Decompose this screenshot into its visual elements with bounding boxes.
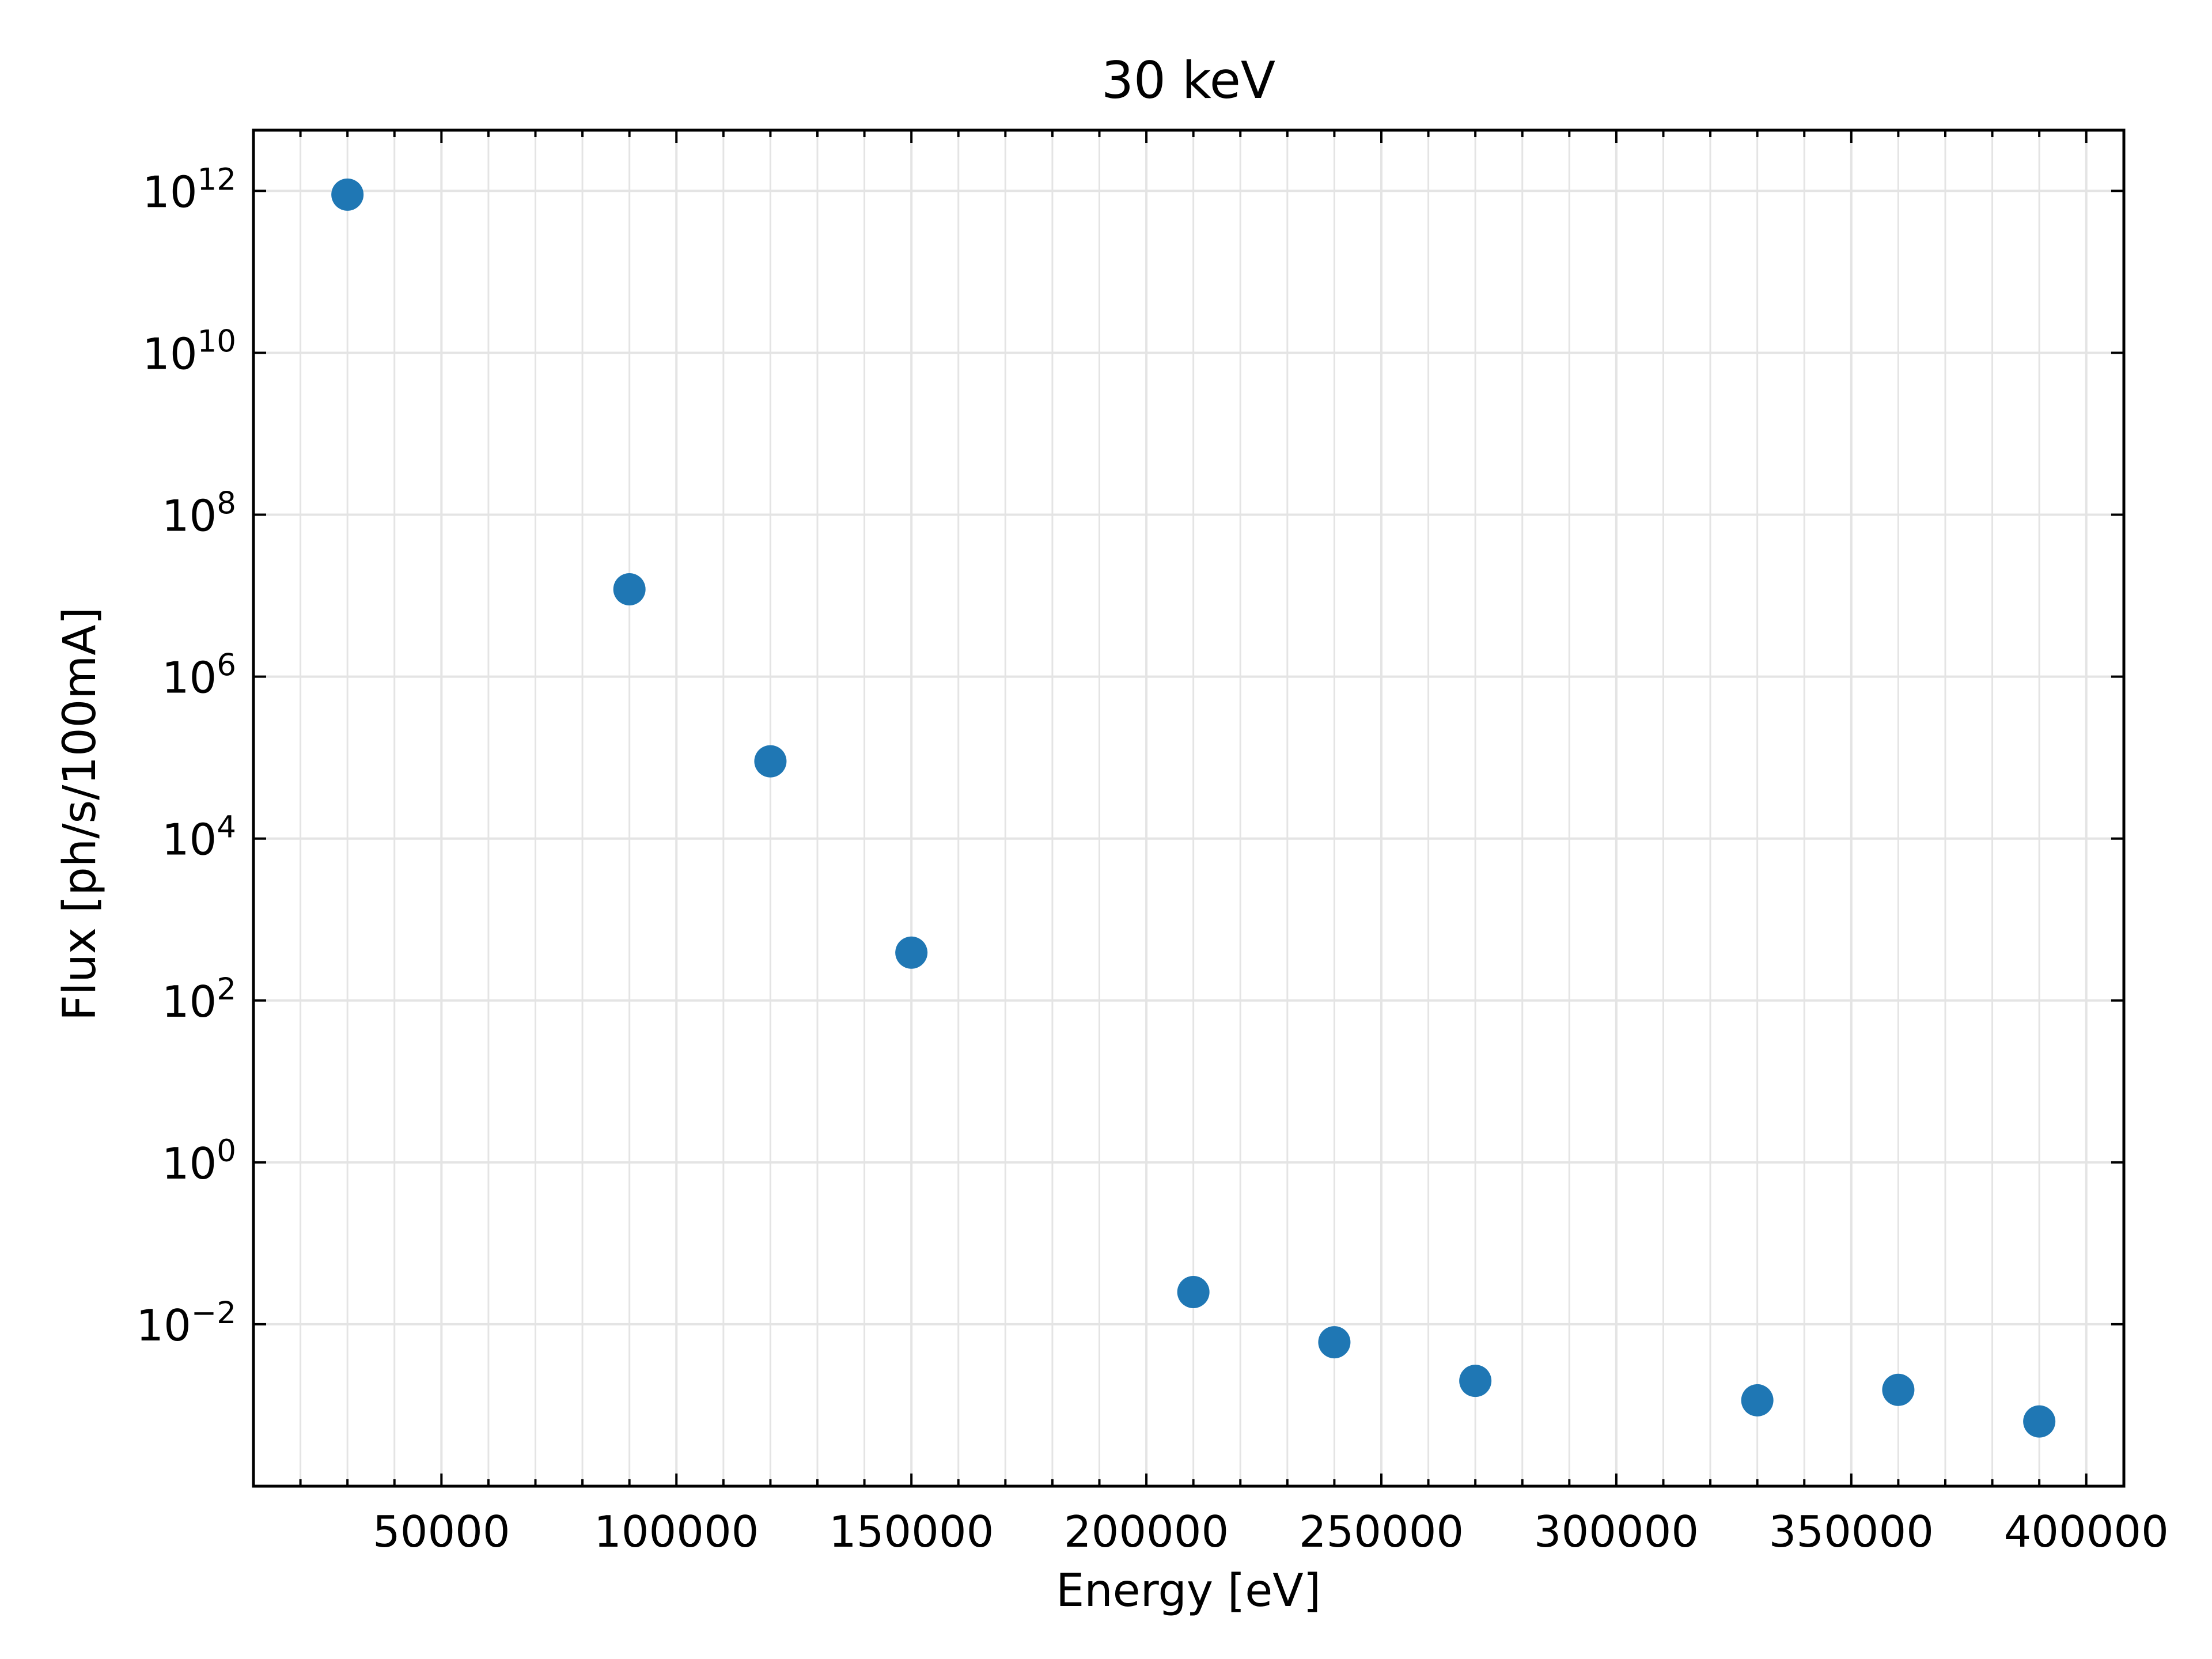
x-tick-label: 50000 xyxy=(373,1506,510,1557)
data-point xyxy=(1318,1326,1351,1359)
y-tick-label: 1012 xyxy=(142,162,236,217)
y-tick-labels: 10−2 100 102 104 106 108 1010 1012 xyxy=(136,162,236,1351)
y-tick-label: 100 xyxy=(162,1134,236,1189)
x-tick-label: 250000 xyxy=(1299,1506,1464,1557)
data-point xyxy=(1882,1373,1915,1406)
data-point xyxy=(613,573,646,605)
data-point xyxy=(331,178,364,211)
data-point xyxy=(895,936,928,969)
data-points xyxy=(331,178,2056,1438)
y-tick-label: 1010 xyxy=(142,324,236,379)
data-point xyxy=(1741,1384,1774,1416)
x-tick-label: 100000 xyxy=(594,1506,759,1557)
x-tick-label: 300000 xyxy=(1534,1506,1699,1557)
y-tick-label: 104 xyxy=(162,810,236,865)
x-tick-labels: 50000 100000 150000 200000 250000 300000 35000… xyxy=(373,1506,2169,1557)
x-tick-label: 350000 xyxy=(1769,1506,1934,1557)
data-point xyxy=(1459,1365,1492,1397)
data-point xyxy=(2023,1405,2056,1438)
grid-lines xyxy=(253,130,2124,1486)
y-tick-label: 10−2 xyxy=(136,1296,236,1351)
y-tick-label: 102 xyxy=(162,972,236,1027)
data-point xyxy=(754,745,787,778)
y-tick-label: 106 xyxy=(162,648,236,703)
y-axis-label: Flux [ph/s/100mA] xyxy=(54,607,106,1021)
chart-title: 30 keV xyxy=(1101,51,1275,110)
x-tick-label: 150000 xyxy=(829,1506,994,1557)
x-tick-label: 400000 xyxy=(2004,1506,2169,1557)
x-axis-label: Energy [eV] xyxy=(1056,1565,1321,1617)
data-point xyxy=(1177,1276,1210,1308)
x-tick-label: 200000 xyxy=(1064,1506,1229,1557)
plot-frame xyxy=(252,128,2126,1488)
y-tick-label: 108 xyxy=(162,486,236,541)
